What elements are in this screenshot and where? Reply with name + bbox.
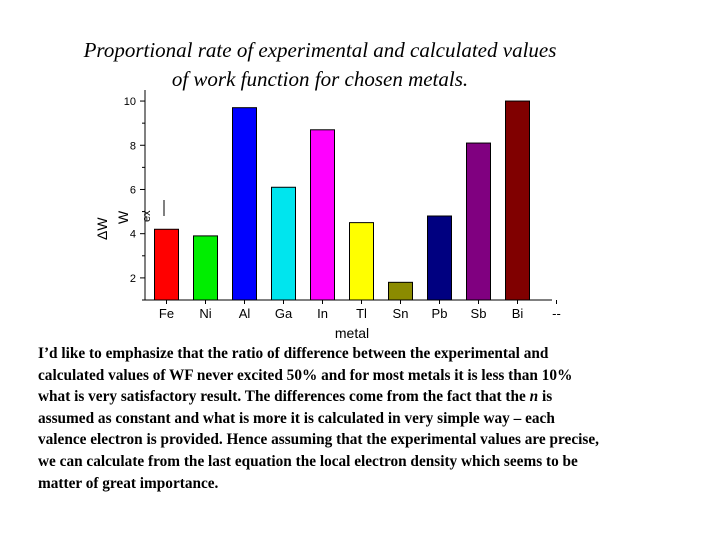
body-paragraph: I’d like to emphasize that the ratio of …: [38, 343, 678, 494]
bar-pb: [427, 215, 452, 301]
body-line-4: assumed as constant and what is more it …: [38, 409, 555, 427]
body-line-2: calculated values of WF never excited 50…: [38, 366, 573, 384]
y-tick-label: 4: [130, 229, 136, 241]
x-tick-label: Tl: [356, 306, 367, 321]
bar-ni: [193, 235, 218, 301]
bar-fe: [154, 228, 179, 301]
x-tick-label: --: [552, 306, 561, 321]
x-tick-label: Ga: [275, 306, 293, 321]
x-tick-label: Bi: [512, 306, 524, 321]
y-axis-label: ΔW: [94, 217, 110, 240]
body-line-5: valence electron is provided. Hence assu…: [38, 431, 599, 449]
slide-title: Proportional rate of experimental and ca…: [30, 36, 610, 94]
x-tick-label: Pb: [432, 306, 448, 321]
bar-bi: [505, 100, 530, 301]
x-tick-label: Sn: [393, 306, 409, 321]
y-tick-label: 6: [130, 184, 136, 196]
x-tick-label: Fe: [159, 306, 174, 321]
x-tick-label: In: [317, 306, 328, 321]
body-line-3: what is very satisfactory result. The di…: [38, 388, 553, 406]
x-tick-label: Al: [239, 306, 251, 321]
bar-sn: [388, 281, 413, 301]
body-line-6: we can calculate from the last equation …: [38, 452, 578, 470]
body-line-1: I’d like to emphasize that the ratio of …: [38, 345, 549, 362]
x-tick-label: Sb: [471, 306, 487, 321]
body-line-7: matter of great importance.: [38, 474, 219, 492]
bar-ga: [271, 186, 296, 301]
x-tick-label: Ni: [199, 306, 211, 321]
title-line-2: of work function for chosen metals.: [171, 67, 469, 91]
bar-tl: [349, 222, 374, 301]
bar-al: [232, 107, 257, 301]
y-tick-label: 2: [130, 273, 136, 285]
work-function-bar-chart: 2 4 6 8 10 ΔW W ex Fe Ni Al Ga In Tl Sn Pb Sb Bi -- metal: [94, 90, 561, 341]
y-axis-label-subscript: ex: [141, 210, 153, 222]
bar-sb: [466, 142, 491, 301]
bar-in: [310, 129, 335, 301]
y-tick-label: 10: [124, 96, 136, 108]
y-tick-label: 8: [130, 140, 136, 152]
title-line-1: Proportional rate of experimental and ca…: [83, 38, 557, 62]
y-axis-label-denominator: W: [115, 210, 131, 224]
x-axis-label: metal: [335, 325, 369, 341]
